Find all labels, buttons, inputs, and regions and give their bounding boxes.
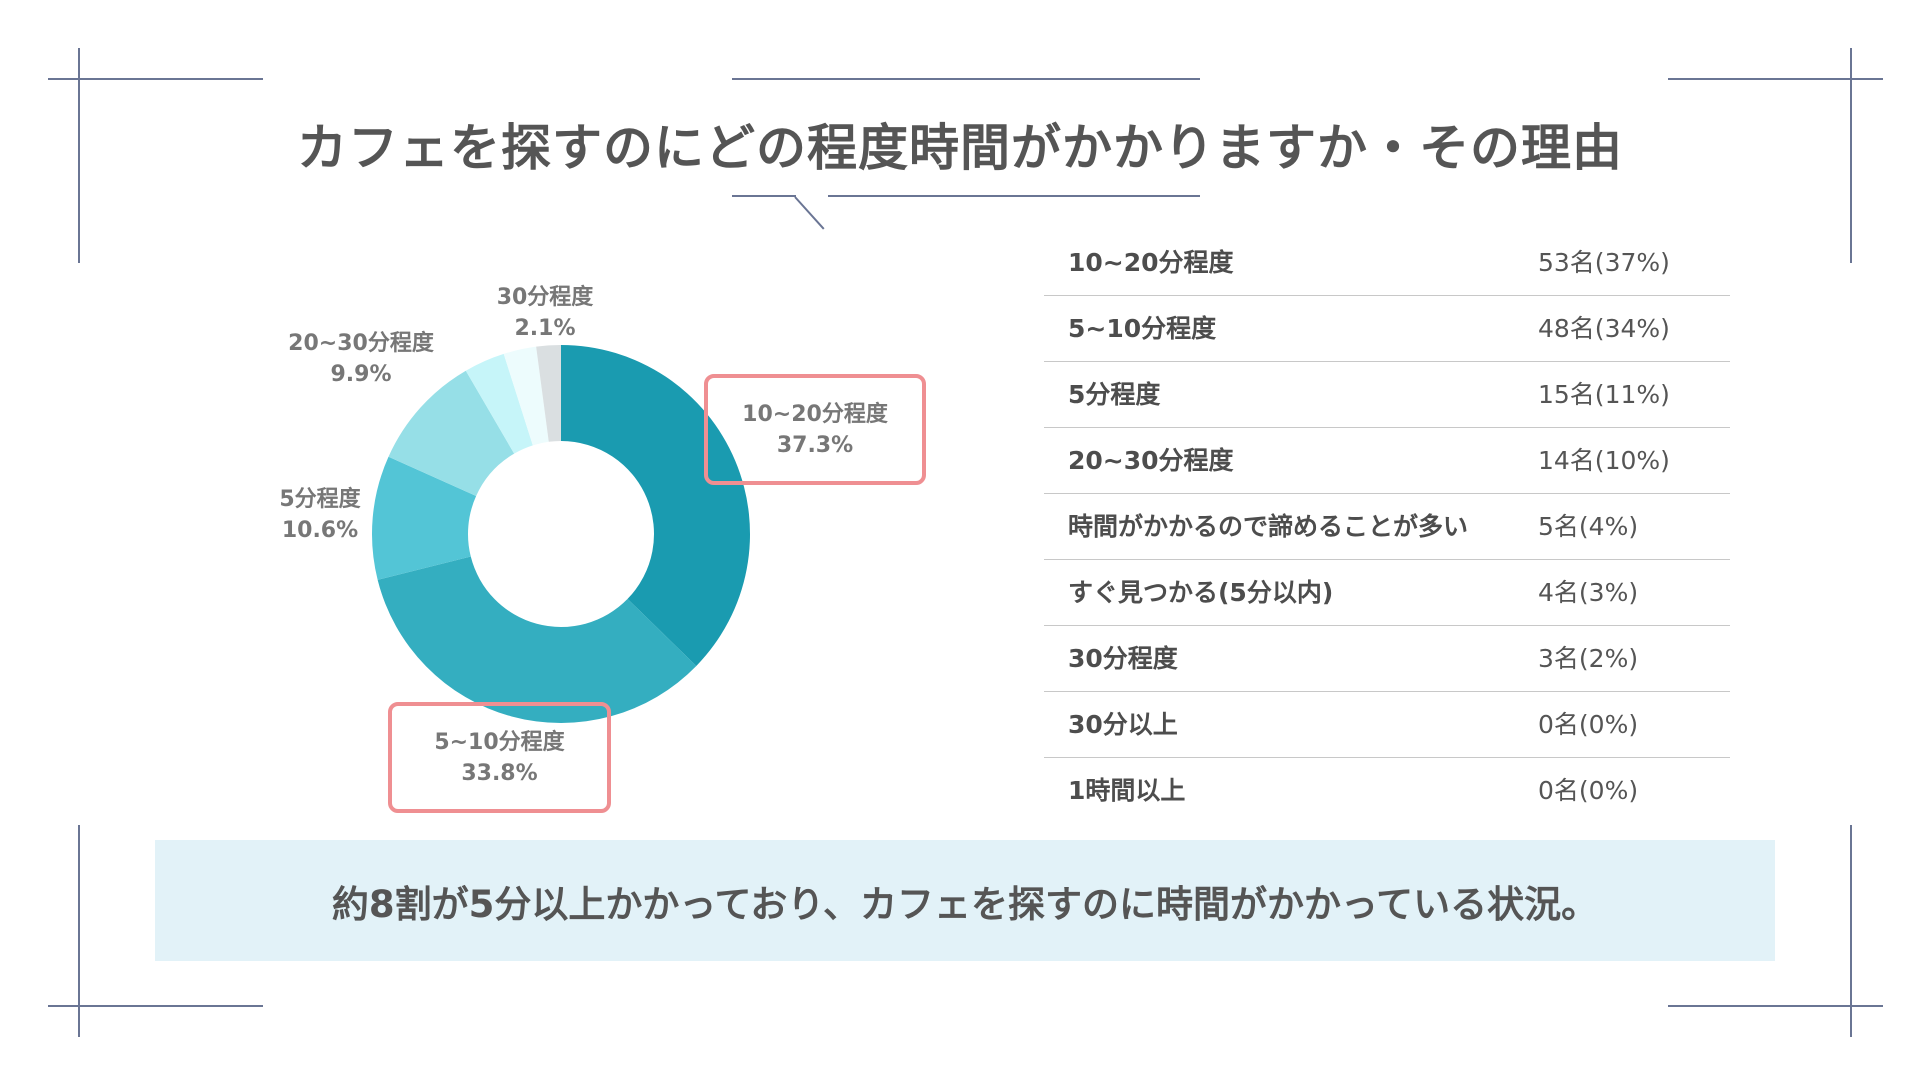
row-value: 3名(2%) <box>1538 644 1639 673</box>
frame-top-left-h <box>48 78 263 80</box>
frame-bottom-left-h <box>48 1005 263 1007</box>
callout-5-10min: 5~10分程度 33.8% <box>388 702 611 813</box>
label-5min: 5分程度 10.6% <box>262 484 378 546</box>
row-value: 15名(11%) <box>1538 380 1670 409</box>
row-value: 5名(4%) <box>1538 512 1639 541</box>
callout-10-20min-pct: 37.3% <box>776 432 854 458</box>
frame-bottom-right-v <box>1850 825 1852 1037</box>
table-row: 10~20分程度 53名(37%) <box>1044 230 1730 296</box>
row-value: 0名(0%) <box>1538 776 1639 805</box>
row-label: 時間がかかるので諦めることが多い <box>1068 512 1469 541</box>
label-5min-name: 5分程度 <box>279 487 361 512</box>
summary-banner: 約8割が5分以上かかっており、カフェを探すのに時間がかかっている状況。 <box>155 840 1775 961</box>
callout-5-10min-name: 5~10分程度 <box>434 729 565 755</box>
table-row: 時間がかかるので諦めることが多い 5名(4%) <box>1044 494 1730 560</box>
row-label: 5分程度 <box>1068 380 1161 409</box>
donut-slice-1 <box>561 345 750 666</box>
frame-top-right-v <box>1850 48 1852 263</box>
label-20-30min: 20~30分程度 9.9% <box>276 328 446 390</box>
row-label: すぐ見つかる(5分以内) <box>1068 578 1334 607</box>
table-row: 20~30分程度 14名(10%) <box>1044 428 1730 494</box>
frame-top-right-h <box>1668 78 1883 80</box>
results-table: 10~20分程度 53名(37%) 5~10分程度 48名(34%) 5分程度 15名… <box>1044 230 1730 824</box>
table-row: すぐ見つかる(5分以内) 4名(3%) <box>1044 560 1730 626</box>
row-value: 0名(0%) <box>1538 710 1639 739</box>
label-30min-pct: 2.1% <box>514 316 576 341</box>
callout-10-20min-name: 10~20分程度 <box>742 401 888 427</box>
donut-slice-2 <box>377 556 697 723</box>
label-20-30min-name: 20~30分程度 <box>288 331 434 356</box>
table-row: 30分以上 0名(0%) <box>1044 692 1730 758</box>
donut-slice-5 <box>465 353 533 454</box>
summary-text: 約8割が5分以上かかっており、カフェを探すのに時間がかかっている状況。 <box>331 882 1599 926</box>
label-5min-pct: 10.6% <box>281 518 359 543</box>
donut-slice-7 <box>536 345 561 442</box>
table-row: 1時間以上 0名(0%) <box>1044 758 1730 824</box>
row-value: 4名(3%) <box>1538 578 1639 607</box>
table-row: 5分程度 15名(11%) <box>1044 362 1730 428</box>
donut-slice-6 <box>503 346 549 446</box>
row-label: 1時間以上 <box>1068 776 1186 805</box>
row-value: 53名(37%) <box>1538 248 1670 277</box>
row-label: 10~20分程度 <box>1068 248 1234 277</box>
label-30min: 30分程度 2.1% <box>478 282 612 344</box>
table-row: 30分程度 3名(2%) <box>1044 626 1730 692</box>
frame-bottom-right-h <box>1668 1005 1883 1007</box>
frame-bottom-left-v <box>78 825 80 1037</box>
row-label: 5~10分程度 <box>1068 314 1217 343</box>
callout-10-20min: 10~20分程度 37.3% <box>704 374 926 485</box>
title-bottom-rule-right <box>828 195 1200 197</box>
label-30min-name: 30分程度 <box>496 285 594 310</box>
title-bottom-rule-left <box>732 195 796 197</box>
label-20-30min-pct: 9.9% <box>330 362 392 387</box>
frame-top-left-v <box>78 48 80 263</box>
donut-slice-3 <box>372 456 477 580</box>
donut-slice-4 <box>388 370 515 496</box>
row-value: 48名(34%) <box>1538 314 1670 343</box>
callout-5-10min-pct: 33.8% <box>461 760 538 786</box>
table-row: 5~10分程度 48名(34%) <box>1044 296 1730 362</box>
title-top-rule <box>732 78 1200 80</box>
row-label: 20~30分程度 <box>1068 446 1234 475</box>
row-label: 30分程度 <box>1068 644 1178 673</box>
row-label: 30分以上 <box>1068 710 1178 739</box>
page-title: カフェを探すのにどの程度時間がかかりますか・その理由 <box>297 119 1623 177</box>
row-value: 14名(10%) <box>1538 446 1670 475</box>
